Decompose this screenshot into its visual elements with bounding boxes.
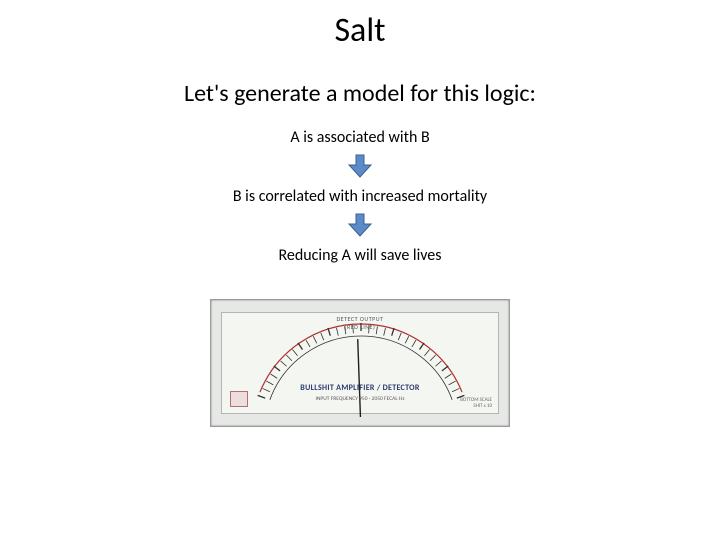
meter-gauge: DETECT OUTPUT (RED LINE) BULLSHIT AMPLIF… [210,299,510,427]
meter-sub-label: INPUT FREQUENCY 950 - 2050 FECAL Hz [222,396,498,402]
down-arrow-icon [345,153,375,179]
arrow-1 [0,153,720,179]
page-title: Salt [0,0,720,51]
meter-main-label: BULLSHIT AMPLIFIER / DETECTOR [222,383,498,393]
logic-line-1: A is associated with B [0,128,720,147]
meter-stamp-icon [230,391,248,407]
logic-line-3: Reducing A will save lives [0,246,720,265]
arrow-2 [0,212,720,238]
meter-corner-label: BOTTOM SCALESHIT x 10 [460,398,492,409]
subtitle: Let's generate a model for this logic: [0,79,720,108]
logic-line-2: B is correlated with increased mortality [0,187,720,206]
down-arrow-icon [345,212,375,238]
slide: Salt Let's generate a model for this log… [0,0,720,540]
meter-face: DETECT OUTPUT (RED LINE) BULLSHIT AMPLIF… [221,312,499,414]
logic-block: A is associated with B B is correlated w… [0,128,720,265]
meter-corner-text: BOTTOM SCALESHIT x 10 [460,397,492,409]
